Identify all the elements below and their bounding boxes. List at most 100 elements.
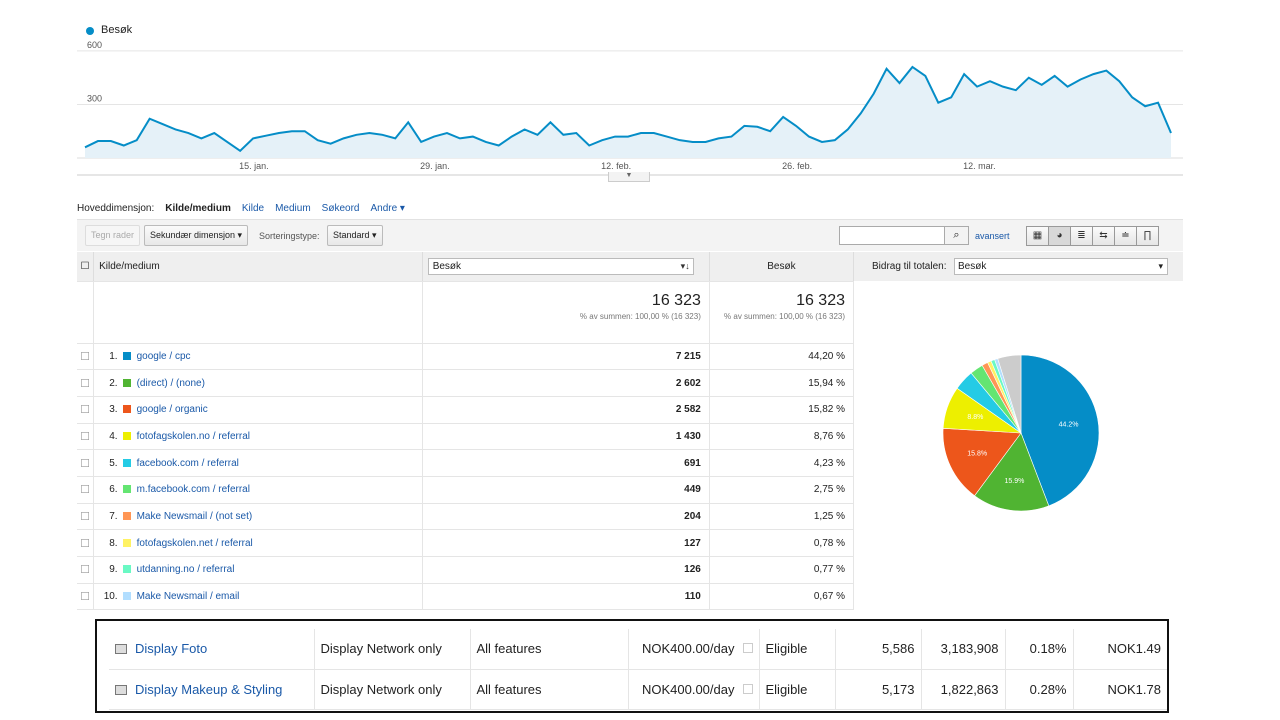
secondary-dimension-dropdown[interactable]: Sekundær dimensjon ▾: [144, 225, 249, 246]
campaign-table: Display Foto Display Network only All feat…: [109, 629, 1167, 710]
campaign-name-link[interactable]: Display Foto: [135, 641, 208, 657]
source-medium-link[interactable]: fotofagskolen.net / referral: [136, 537, 253, 549]
source-medium-link[interactable]: google / organic: [136, 404, 208, 416]
source-medium-link[interactable]: fotofagskolen.no / referral: [136, 430, 250, 442]
row-color-swatch: [122, 405, 131, 414]
row-checkbox[interactable]: ☐: [77, 396, 95, 424]
pie-slice[interactable]: [974, 432, 1050, 512]
pivot-view-icon[interactable]: ∏: [1136, 226, 1159, 246]
campaign-avg-cpc: NOK1.49: [1073, 629, 1167, 670]
table-row[interactable]: ☐ 7. Make Newsmail / (not set) 204 1,25 %: [77, 503, 855, 531]
campaign-network: Display Network only: [314, 629, 471, 670]
row-color-swatch: [122, 538, 131, 547]
performance-view-icon[interactable]: ≣: [1070, 226, 1093, 246]
row-checkbox[interactable]: ☐: [77, 503, 95, 531]
row-checkbox[interactable]: ☐: [77, 343, 95, 371]
sort-type-dropdown[interactable]: Standard ▾: [327, 225, 383, 246]
table-row[interactable]: ☐ 6. m.facebook.com / referral 449 2,75 %: [77, 476, 855, 504]
row-index: 2.: [93, 369, 123, 397]
pie-view-icon[interactable]: ◕: [1048, 226, 1071, 246]
comparison-view-icon[interactable]: ⇆: [1092, 226, 1115, 246]
campaign-status: Eligible: [759, 669, 836, 710]
visits-trend-chart[interactable]: 300 600 15. jan. 29. jan. 12. feb. 26. feb. 12…: [77, 20, 1183, 192]
row-percent: 15,94 %: [709, 369, 855, 397]
term-cloud-view-icon[interactable]: ≐: [1114, 226, 1137, 246]
source-medium-link[interactable]: Make Newsmail / (not set): [136, 510, 253, 522]
pie-slice[interactable]: [1020, 354, 1100, 507]
row-checkbox[interactable]: ☐: [77, 529, 95, 557]
source-medium-link[interactable]: google / cpc: [136, 350, 191, 362]
primary-dimension-bar: Hoveddimensjon: Kilde/medium Kilde Mediu…: [77, 201, 405, 215]
row-index: 5.: [93, 449, 123, 477]
dimension-kilde[interactable]: Kilde: [241, 202, 265, 214]
visits-series-line[interactable]: [84, 65, 1172, 153]
campaign-clicks: 5,586: [835, 629, 922, 670]
table-view-icon[interactable]: ▦: [1026, 226, 1049, 246]
source-medium-link[interactable]: m.facebook.com / referral: [136, 484, 250, 496]
dimension-medium[interactable]: Medium: [275, 202, 311, 214]
advanced-filter-link[interactable]: avansert: [975, 231, 1010, 241]
table-row[interactable]: ☐ 4. fotofagskolen.no / referral 1 430 8,76 …: [77, 423, 855, 451]
table-row[interactable]: ☐ 10. Make Newsmail / email 110 0,67 %: [77, 583, 855, 611]
table-row[interactable]: ☐ 1. google / cpc 7 215 44,20 %: [77, 343, 855, 371]
campaign-status: Eligible: [759, 629, 836, 670]
source-medium-link[interactable]: utdanning.no / referral: [136, 564, 235, 576]
row-color-swatch: [122, 351, 131, 360]
primary-dimension-label: Hoveddimensjon:: [77, 202, 155, 214]
row-checkbox[interactable]: ☐: [77, 423, 95, 451]
column-header-source[interactable]: Kilde/medium: [93, 252, 423, 282]
campaign-name-link[interactable]: Display Makeup & Styling: [135, 681, 283, 697]
y-tick-label: 600: [87, 40, 102, 50]
table-row[interactable]: ☐ 3. google / organic 2 582 15,82 %: [77, 396, 855, 424]
row-color-swatch: [122, 485, 131, 494]
pie-slice-label: 44.2%: [1059, 421, 1079, 428]
campaign-folder-icon: [115, 684, 127, 695]
pie-slice[interactable]: [997, 354, 1022, 434]
x-tick-label: 26. feb.: [782, 161, 812, 171]
chart-resize-handle[interactable]: ▼: [608, 172, 650, 182]
totals-row: 16 323 % av summen: 100,00 % (16 323) 16…: [77, 281, 855, 344]
row-checkbox[interactable]: ☐: [77, 369, 95, 397]
x-tick-label: 12. mar.: [963, 161, 996, 171]
campaign-folder-icon: [115, 644, 127, 655]
source-medium-link[interactable]: Make Newsmail / email: [136, 591, 240, 603]
row-checkbox[interactable]: ☐: [77, 449, 95, 477]
metric1-selector[interactable]: Besøk: [427, 257, 694, 275]
table-row[interactable]: ☐ 8. fotofagskolen.net / referral 127 0,78 %: [77, 529, 855, 557]
row-visits: 1 430: [422, 423, 710, 451]
table-row[interactable]: ☐ 5. facebook.com / referral 691 4,23 %: [77, 449, 855, 477]
row-visits: 126: [422, 556, 710, 584]
dimension-kilde-medium[interactable]: Kilde/medium: [165, 202, 231, 214]
pie-metric-selector[interactable]: Besøk: [954, 258, 1168, 275]
edit-budget-icon[interactable]: [742, 683, 753, 694]
column-header-metric2[interactable]: Besøk: [709, 252, 855, 282]
row-percent: 8,76 %: [709, 423, 855, 451]
source-medium-link[interactable]: facebook.com / referral: [136, 457, 239, 469]
campaign-ctr: 0.18%: [1005, 629, 1074, 670]
row-visits: 691: [422, 449, 710, 477]
column-header-metric1[interactable]: Besøk: [422, 252, 710, 282]
row-checkbox[interactable]: ☐: [77, 583, 95, 611]
campaign-impressions: 3,183,908: [921, 629, 1006, 670]
row-percent: 15,82 %: [709, 396, 855, 424]
row-checkbox[interactable]: ☐: [77, 556, 95, 584]
plot-rows-button[interactable]: Tegn rader: [85, 225, 141, 246]
row-checkbox[interactable]: ☐: [77, 476, 95, 504]
table-row[interactable]: ☐ 2. (direct) / (none) 2 602 15,94 %: [77, 369, 855, 397]
total-visits-metric1-sub: % av summen: 100,00 % (16 323): [579, 311, 701, 321]
total-visits-metric2: 16 323: [796, 291, 845, 309]
table-search-input[interactable]: [839, 226, 945, 245]
dimension-sokeord[interactable]: Søkeord: [321, 202, 360, 214]
dimension-other-dropdown[interactable]: Andre ▾: [370, 202, 405, 214]
x-tick-label: 29. jan.: [420, 161, 450, 171]
table-row[interactable]: ☐ 9. utdanning.no / referral 126 0,77 %: [77, 556, 855, 584]
x-tick-label: 15. jan.: [239, 161, 269, 171]
campaign-budget: NOK400.00/day: [641, 641, 735, 657]
edit-budget-icon[interactable]: [742, 643, 753, 654]
source-medium-link[interactable]: (direct) / (none): [136, 377, 205, 389]
search-icon[interactable]: ⌕: [945, 226, 969, 245]
sources-table: ☐ Kilde/medium Besøk Besøk 16 323 % av s…: [77, 252, 855, 611]
pie-slice[interactable]: [942, 427, 1022, 497]
select-all-checkbox[interactable]: ☐: [77, 252, 95, 282]
table-toolbar: Tegn rader Sekundær dimensjon ▾ Sorterin…: [77, 219, 1183, 251]
